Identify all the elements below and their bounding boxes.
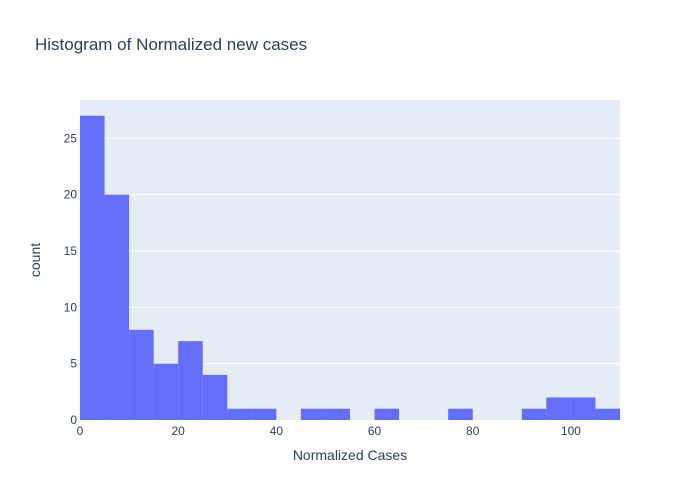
histogram-bar[interactable]: [80, 115, 105, 420]
x-tick-label: 60: [368, 424, 382, 438]
histogram-bar[interactable]: [153, 363, 179, 420]
x-tick-label: 40: [270, 424, 284, 438]
y-axis-title: count: [27, 243, 43, 277]
y-tick-label: 15: [64, 244, 78, 258]
y-tick-label: 25: [64, 131, 78, 145]
histogram-bar[interactable]: [227, 408, 252, 420]
histogram-bar[interactable]: [129, 329, 154, 420]
histogram-bar[interactable]: [178, 341, 203, 420]
x-tick-label: 20: [172, 424, 186, 438]
histogram-bar[interactable]: [104, 194, 130, 420]
histogram-bar[interactable]: [374, 408, 400, 420]
x-tick-label: 80: [466, 424, 480, 438]
y-tick-label: 0: [70, 413, 77, 427]
histogram-bar[interactable]: [595, 408, 620, 420]
histogram-bar[interactable]: [570, 397, 596, 420]
histogram-bar[interactable]: [546, 397, 571, 420]
histogram-bar[interactable]: [300, 408, 326, 420]
chart-title: Histogram of Normalized new cases: [35, 35, 307, 54]
histogram-bar[interactable]: [448, 408, 473, 420]
x-tick-label: 100: [561, 424, 581, 438]
histogram-bar[interactable]: [202, 374, 228, 420]
x-axis-title: Normalized Cases: [293, 447, 407, 463]
x-tick-label: 0: [77, 424, 84, 438]
histogram-bar[interactable]: [325, 408, 350, 420]
y-tick-label: 20: [64, 188, 78, 202]
histogram-bar[interactable]: [521, 408, 547, 420]
x-axis-ticks: 0 20 40 60 80 100: [77, 424, 582, 438]
histogram-bar[interactable]: [251, 408, 277, 420]
bars: [80, 115, 620, 420]
y-tick-label: 5: [70, 357, 77, 371]
y-axis-ticks: 0 5 10 15 20 25: [64, 131, 78, 427]
y-tick-label: 10: [64, 300, 78, 314]
